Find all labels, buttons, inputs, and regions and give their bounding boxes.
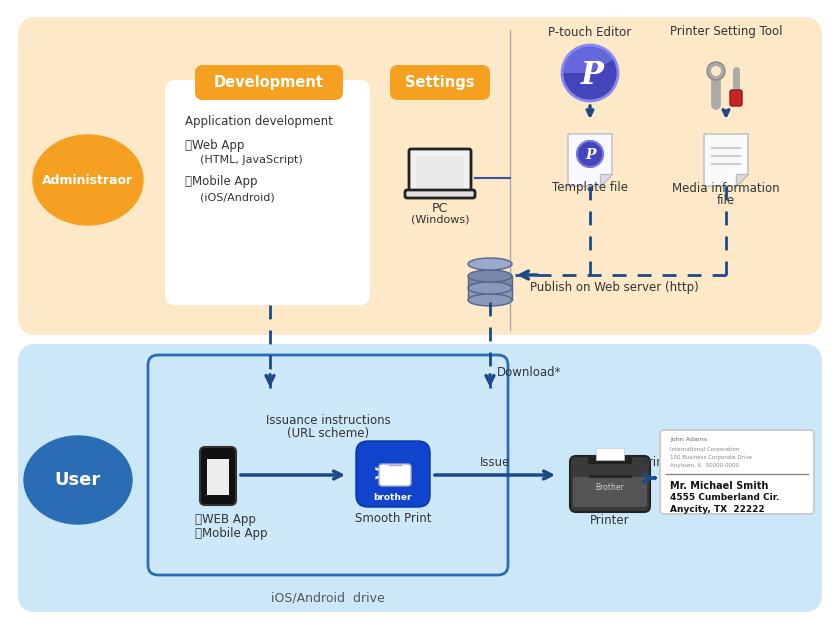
- FancyBboxPatch shape: [165, 80, 370, 305]
- Wedge shape: [562, 45, 614, 73]
- Text: (iOS/Android): (iOS/Android): [200, 192, 275, 202]
- Ellipse shape: [24, 436, 132, 524]
- FancyBboxPatch shape: [405, 190, 475, 198]
- Text: John Adams: John Adams: [670, 438, 707, 442]
- Polygon shape: [704, 134, 748, 186]
- Text: Administraor: Administraor: [43, 173, 134, 186]
- Circle shape: [577, 141, 603, 167]
- Text: Download*: Download*: [497, 365, 561, 378]
- Text: Print: Print: [643, 456, 669, 470]
- Polygon shape: [468, 276, 512, 288]
- FancyBboxPatch shape: [18, 17, 822, 335]
- Text: Printer Setting Tool: Printer Setting Tool: [669, 26, 782, 38]
- Polygon shape: [600, 174, 612, 186]
- Text: ・Web App: ・Web App: [185, 138, 244, 152]
- Text: Media information: Media information: [672, 182, 780, 195]
- Text: Printer: Printer: [591, 513, 630, 527]
- Text: Anycity, TX  22222: Anycity, TX 22222: [670, 506, 764, 515]
- Text: ・Mobile App: ・Mobile App: [195, 527, 267, 540]
- Text: Publish on Web server (http): Publish on Web server (http): [530, 282, 699, 294]
- FancyBboxPatch shape: [416, 156, 464, 188]
- FancyBboxPatch shape: [409, 149, 471, 193]
- Text: (Windows): (Windows): [411, 215, 470, 225]
- Text: User: User: [55, 471, 101, 489]
- Text: ・Mobile App: ・Mobile App: [185, 175, 258, 189]
- Text: Template file: Template file: [552, 182, 628, 195]
- Ellipse shape: [468, 294, 512, 306]
- FancyBboxPatch shape: [148, 355, 508, 575]
- Text: brother: brother: [374, 493, 412, 502]
- FancyBboxPatch shape: [207, 459, 229, 495]
- Text: 100 Business Corporate Drive: 100 Business Corporate Drive: [670, 456, 752, 461]
- Text: Issue: Issue: [480, 456, 510, 470]
- Text: Development: Development: [214, 76, 324, 90]
- Ellipse shape: [33, 135, 143, 225]
- Text: file: file: [717, 193, 735, 207]
- Text: Settings: Settings: [405, 76, 475, 90]
- Ellipse shape: [468, 282, 512, 294]
- Text: Brother: Brother: [596, 483, 624, 493]
- Text: (HTML, JavaScript): (HTML, JavaScript): [200, 155, 302, 165]
- Text: (URL scheme): (URL scheme): [287, 426, 369, 440]
- Text: P: P: [585, 148, 596, 162]
- FancyBboxPatch shape: [570, 456, 650, 512]
- Circle shape: [707, 62, 725, 80]
- FancyBboxPatch shape: [379, 464, 411, 486]
- Text: International Corporation: International Corporation: [670, 447, 739, 451]
- Text: Smooth Print: Smooth Print: [354, 511, 431, 525]
- Text: ・WEB App: ・WEB App: [195, 513, 256, 527]
- Polygon shape: [468, 288, 512, 300]
- Text: iOS/Android  drive: iOS/Android drive: [271, 591, 385, 605]
- FancyBboxPatch shape: [18, 344, 822, 612]
- FancyBboxPatch shape: [200, 447, 236, 505]
- Text: >>: >>: [373, 465, 410, 485]
- FancyBboxPatch shape: [390, 65, 490, 100]
- FancyBboxPatch shape: [356, 441, 430, 507]
- Text: 4555 Cumberland Cir.: 4555 Cumberland Cir.: [670, 493, 780, 502]
- Text: Application development: Application development: [185, 115, 333, 129]
- FancyBboxPatch shape: [573, 477, 647, 507]
- FancyBboxPatch shape: [195, 65, 343, 100]
- Text: P: P: [580, 60, 603, 90]
- Wedge shape: [562, 45, 618, 101]
- Text: PC: PC: [432, 202, 448, 214]
- Text: Anytown, IL  00000-0000: Anytown, IL 00000-0000: [670, 463, 739, 468]
- Polygon shape: [568, 134, 612, 186]
- Ellipse shape: [468, 270, 512, 282]
- Ellipse shape: [468, 258, 512, 270]
- Text: P-touch Editor: P-touch Editor: [549, 26, 632, 38]
- FancyBboxPatch shape: [596, 448, 624, 460]
- Text: Issuance instructions: Issuance instructions: [265, 413, 391, 426]
- FancyBboxPatch shape: [730, 90, 742, 106]
- Polygon shape: [736, 174, 748, 186]
- FancyBboxPatch shape: [660, 430, 814, 514]
- Text: Mr. Michael Smith: Mr. Michael Smith: [670, 481, 769, 491]
- FancyBboxPatch shape: [588, 457, 632, 464]
- Circle shape: [711, 66, 721, 76]
